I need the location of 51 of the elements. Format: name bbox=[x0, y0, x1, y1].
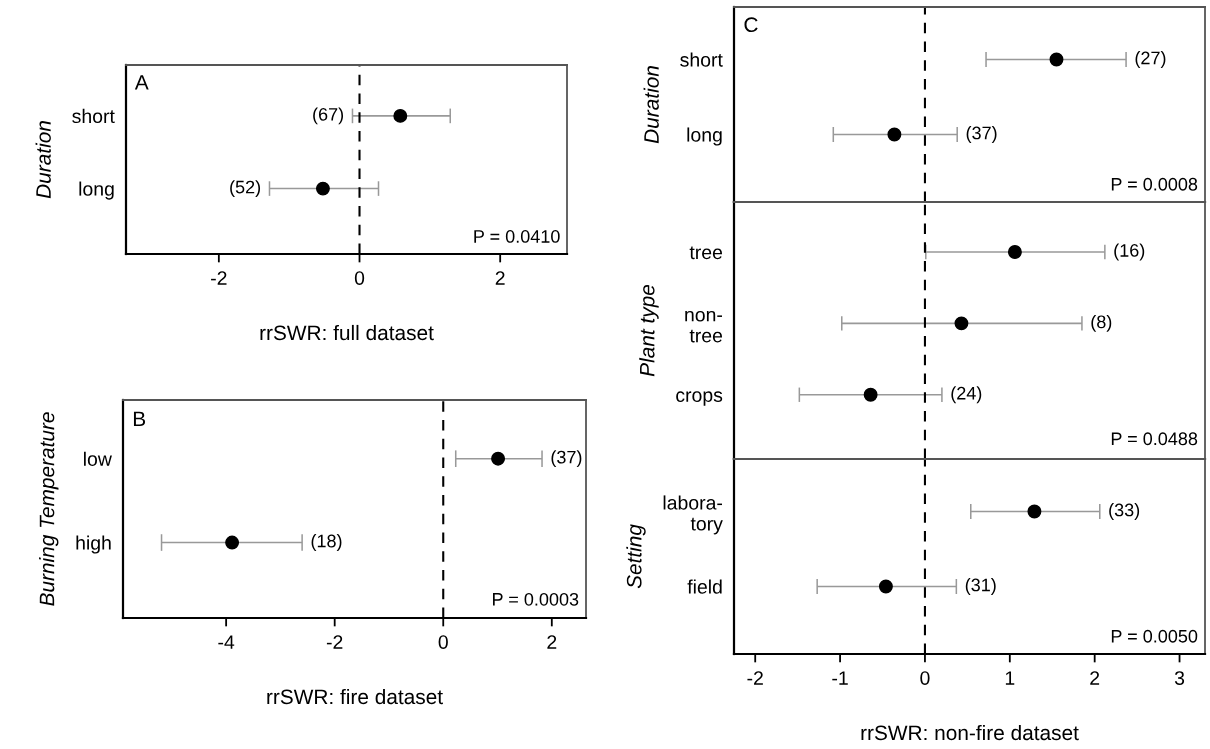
y-tick-label: high bbox=[76, 535, 111, 554]
y-axis-title: Setting bbox=[626, 524, 646, 589]
annotation: P = 0.0008 bbox=[1111, 177, 1198, 191]
x-tick-label: -2 bbox=[211, 271, 227, 285]
annotation: (16) bbox=[1114, 243, 1145, 261]
x-tick-label: -2 bbox=[747, 671, 763, 685]
x-tick-label: 1 bbox=[1005, 671, 1015, 685]
annotation: (67) bbox=[313, 107, 344, 125]
chart-title: C bbox=[744, 17, 758, 33]
y-tick-label: short bbox=[680, 52, 723, 67]
x-tick-label: 2 bbox=[495, 271, 505, 285]
x-tick-label: 0 bbox=[354, 271, 365, 285]
x-axis-title: rrSWR: non-fire dataset bbox=[861, 724, 1079, 741]
x-tick-label: 2 bbox=[547, 635, 557, 649]
annotation: P = 0.0003 bbox=[493, 592, 579, 606]
x-tick-label: 0 bbox=[438, 635, 448, 649]
annotation: (37) bbox=[551, 450, 582, 468]
annotation: (31) bbox=[965, 578, 996, 595]
annotation: P = 0.0488 bbox=[1111, 432, 1198, 446]
y-tick-label: short bbox=[72, 108, 115, 124]
annotation: P = 0.0050 bbox=[1111, 629, 1198, 643]
x-tick-label: -2 bbox=[326, 635, 343, 649]
x-tick-label: 3 bbox=[1174, 671, 1185, 685]
x-axis-title: rrSWR: full dataset bbox=[260, 324, 434, 341]
annotation: (18) bbox=[311, 534, 342, 551]
x-tick-label: 2 bbox=[1090, 671, 1100, 685]
y-axis-title: Burning Temperature bbox=[39, 412, 59, 606]
y-axis-title: Duration bbox=[643, 66, 659, 144]
annotation: (8) bbox=[1091, 314, 1112, 332]
y-tick-label: tree bbox=[689, 246, 723, 260]
y-tick-label: crops bbox=[676, 391, 723, 406]
x-tick-label: -4 bbox=[218, 635, 235, 649]
x-tick-label: -1 bbox=[832, 671, 848, 685]
annotation: (52) bbox=[230, 180, 261, 197]
annotation: (27) bbox=[1135, 51, 1166, 68]
annotation: (37) bbox=[966, 126, 997, 143]
y-tick-label: long bbox=[687, 127, 722, 146]
x-tick-label: 0 bbox=[920, 671, 930, 685]
chart-title: A bbox=[134, 75, 149, 90]
y-tick-label: non- tree bbox=[685, 310, 723, 343]
chart-title: B bbox=[133, 411, 146, 426]
annotation: P = 0.0410 bbox=[474, 230, 560, 243]
x-axis-title: rrSWR: fire dataset bbox=[267, 688, 443, 705]
y-axis-title: Duration bbox=[35, 121, 51, 199]
y-tick-label: field bbox=[687, 579, 722, 594]
annotation: (33) bbox=[1109, 503, 1140, 520]
y-tick-label: low bbox=[84, 451, 112, 466]
y-tick-label: long bbox=[79, 181, 114, 200]
y-tick-label: labora- tory bbox=[663, 495, 723, 535]
y-axis-title: Plant type bbox=[639, 284, 659, 377]
annotation: (24) bbox=[951, 386, 982, 404]
